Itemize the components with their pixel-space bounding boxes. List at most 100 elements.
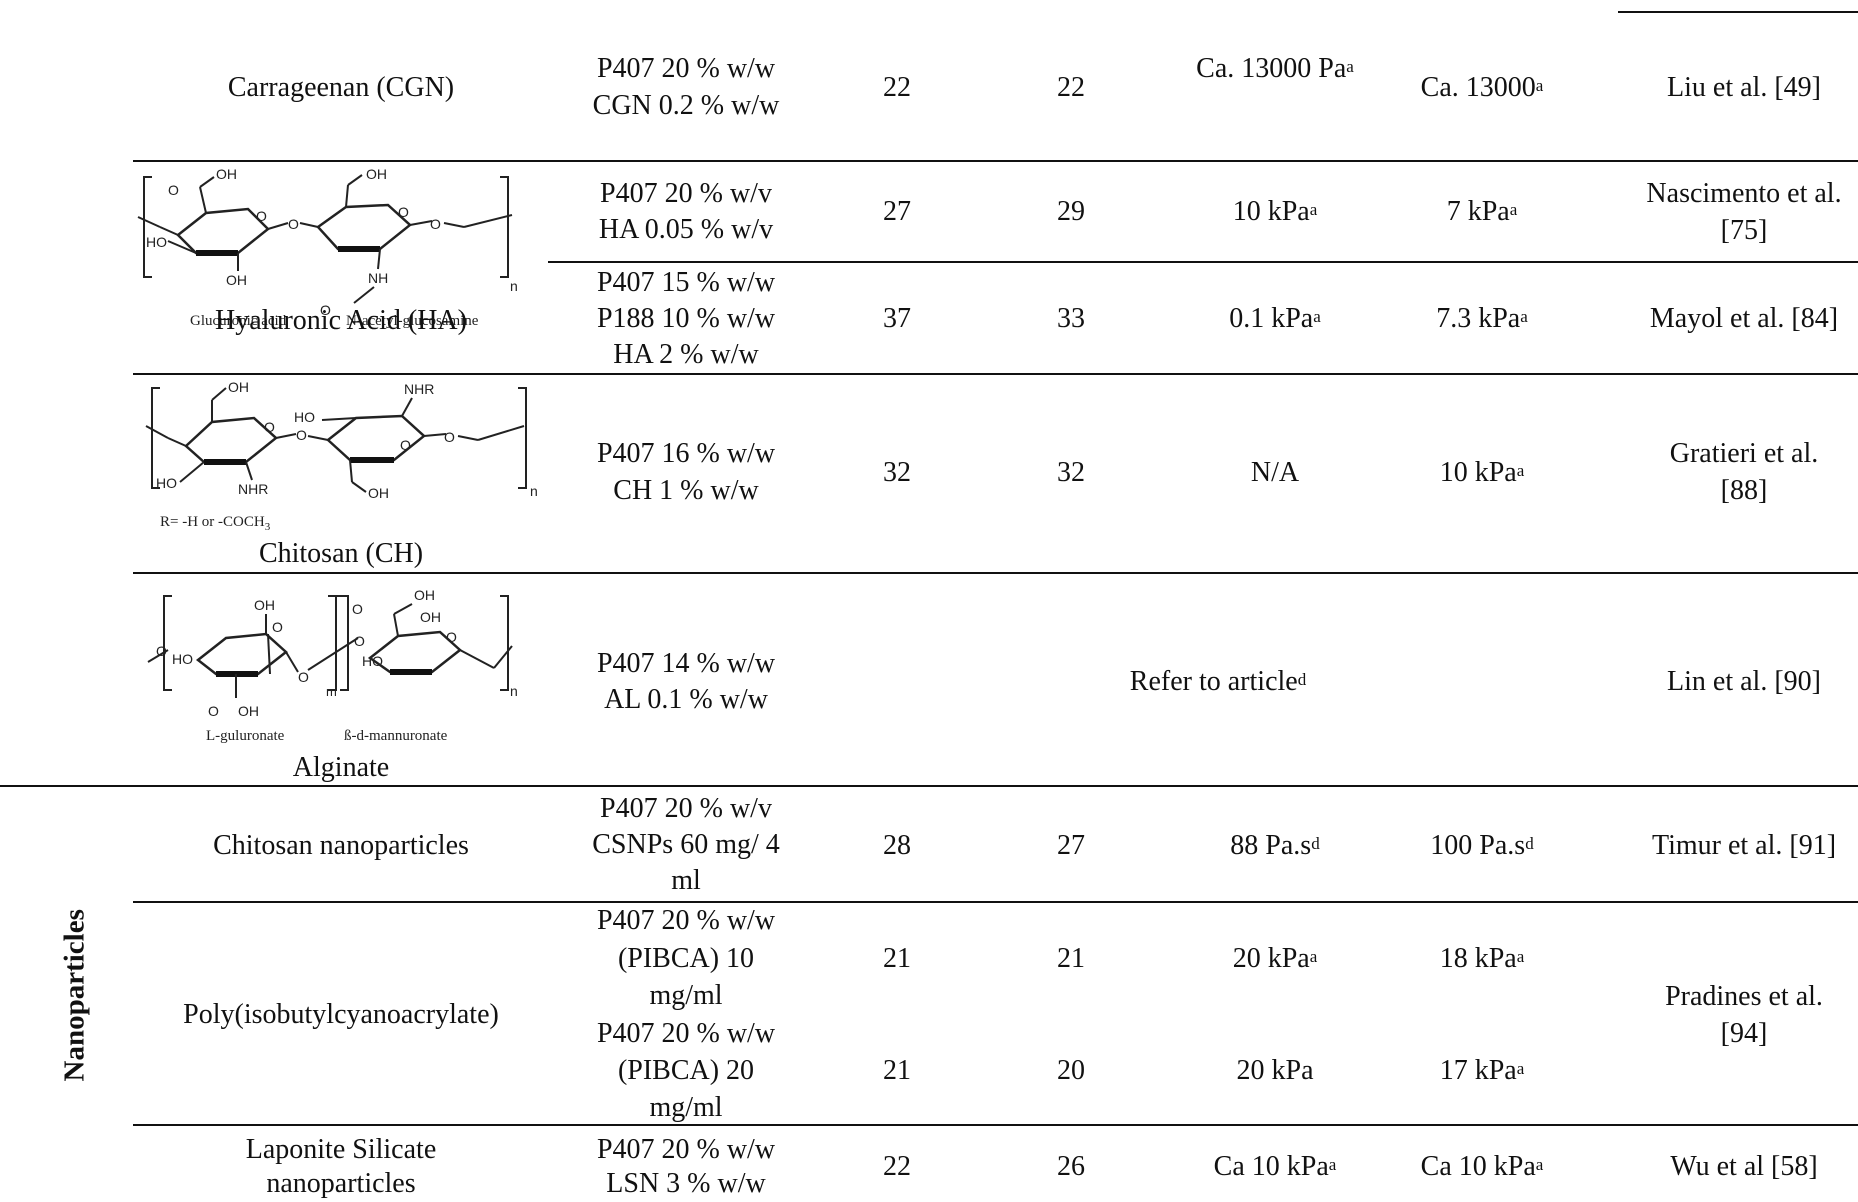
formulation-line: HA 0.05 % w/v xyxy=(598,214,774,245)
top-right-rule xyxy=(1618,11,1858,13)
tgel-value: 22 xyxy=(1057,72,1085,103)
tgel-value: 32 xyxy=(1057,457,1085,488)
formulation-line: P407 20 % w/v xyxy=(600,178,772,209)
formulation-line: (PIBCA) 10 xyxy=(617,943,755,974)
atom-label: O xyxy=(320,302,331,318)
polymer-name: Laponite Silicate xyxy=(245,1134,437,1165)
atom-label: NHR xyxy=(404,381,434,397)
modulus-g2: Ca. 13000a xyxy=(1420,72,1544,103)
alginate-structure: O HO OH O O OH m O O HO O OH OH O n L-gu… xyxy=(147,587,518,744)
row-divider xyxy=(133,373,1858,375)
tgel-value: 33 xyxy=(1057,303,1085,334)
atom-label: NHR xyxy=(238,481,268,497)
formulation-line: AL 0.1 % w/w xyxy=(604,684,768,715)
atom-label: O xyxy=(352,601,363,617)
atom-label: O xyxy=(354,633,365,649)
unit-label: L-guluronate xyxy=(206,728,285,744)
formulation-line: CH 1 % w/w xyxy=(613,475,759,506)
formulation-line: (PIBCA) 20 xyxy=(617,1055,755,1086)
modulus-g1: 0.1 kPaa xyxy=(1229,303,1321,334)
atom-label: HO xyxy=(146,234,167,250)
row-divider xyxy=(133,160,1858,162)
formulation-line: CSNPs 60 mg/ 4 xyxy=(592,829,780,860)
formulation-line: ml xyxy=(671,865,701,896)
modulus-g1: 88 Pa.sd xyxy=(1230,830,1320,861)
polymer-name: Poly(isobutylcyanoacrylate) xyxy=(183,999,499,1030)
modulus-g2: 7 kPaa xyxy=(1446,196,1518,227)
atom-label: O xyxy=(208,703,219,719)
atom-label: n xyxy=(530,483,538,499)
row-divider xyxy=(133,1124,1858,1126)
tsol-gel-value: 37 xyxy=(883,303,911,334)
section-divider xyxy=(0,785,1858,787)
reference: Gratieri et al. [88] xyxy=(1669,438,1819,506)
row-divider xyxy=(133,572,1858,574)
reference: Nascimento et al. [75] xyxy=(1646,178,1842,246)
atom-label: O xyxy=(288,216,299,232)
formulation-line: HA 2 % w/w xyxy=(613,339,759,370)
atom-label: m xyxy=(326,684,337,699)
unit-label: ß-d-mannuronate xyxy=(344,728,448,744)
modulus-g1: 10 kPaa xyxy=(1232,196,1318,227)
atom-label: OH xyxy=(368,485,389,501)
tsol-gel-value: 21 xyxy=(883,943,911,974)
modulus-g1: Ca 10 kPaa xyxy=(1213,1151,1337,1182)
row-divider xyxy=(548,261,1858,263)
atom-label: HO xyxy=(362,653,383,669)
polymer-name: Chitosan nanoparticles xyxy=(213,830,469,861)
modulus-g2: 17 kPaa xyxy=(1439,1055,1525,1086)
atom-label: O xyxy=(156,643,167,659)
tgel-value: 27 xyxy=(1057,830,1085,861)
substituent-note: R= -H or -COCH3 xyxy=(160,514,271,533)
modulus-g2: 18 kPaa xyxy=(1439,943,1525,974)
polymer-name: Alginate xyxy=(292,752,390,783)
tsol-gel-value: 27 xyxy=(883,196,911,227)
atom-label: OH xyxy=(238,703,259,719)
atom-label: OH xyxy=(254,597,275,613)
atom-label: OH xyxy=(414,587,435,603)
atom-label: O xyxy=(256,208,267,224)
atom-label: OH xyxy=(216,166,237,182)
atom-label: O xyxy=(446,629,457,645)
polymer-name: Hyaluronic Acid (HA) xyxy=(215,305,467,336)
tgel-value: 20 xyxy=(1057,1055,1085,1086)
atom-label: HO xyxy=(172,651,193,667)
atom-label: O xyxy=(298,669,309,685)
tsol-gel-value: 22 xyxy=(883,72,911,103)
formulation-line: P407 20 % w/w xyxy=(596,53,776,84)
tsol-gel-value: 22 xyxy=(883,1151,911,1182)
reference: Mayol et al. [84] xyxy=(1649,303,1839,334)
formulation-line: P407 16 % w/w xyxy=(596,438,776,469)
reference: Timur et al. [91] xyxy=(1651,830,1837,861)
modulus-g1: N/A xyxy=(1250,457,1300,488)
atom-label: OH xyxy=(226,272,247,288)
hyaluronic-acid-structure: O OH O HO OH O OH O NH O O n Glucuronic … xyxy=(137,166,518,329)
formulation-line: P407 15 % w/w xyxy=(596,267,776,298)
tgel-value: 29 xyxy=(1057,196,1085,227)
atom-label: O xyxy=(444,429,455,445)
atom-label: O xyxy=(296,427,307,443)
atom-label: O xyxy=(264,419,275,435)
formulation-line: P407 20 % w/w xyxy=(596,1134,776,1165)
polymer-name: nanoparticles xyxy=(266,1168,416,1199)
modulus-g2: 7.3 kPaa xyxy=(1436,303,1528,334)
modulus-g1: 20 kPa xyxy=(1236,1055,1314,1086)
atom-label: OH xyxy=(228,379,249,395)
unit-label: Glucuronic acid xyxy=(190,313,287,329)
formulation-line: P407 20 % w/w xyxy=(596,905,776,936)
formulation-line: mg/ml xyxy=(649,1092,723,1123)
formulation-line: P188 10 % w/w xyxy=(596,303,776,334)
atom-label: O xyxy=(430,216,441,232)
modulus-g1: 20 kPaa xyxy=(1232,943,1318,974)
atom-label: O xyxy=(398,204,409,220)
modulus-g1: Ca. 13000 Paa xyxy=(1196,53,1354,84)
atom-label: O xyxy=(272,619,283,635)
reference: Lin et al. [90] xyxy=(1667,666,1821,697)
polymer-name: Chitosan (CH) xyxy=(258,538,424,569)
tsol-gel-value: 32 xyxy=(883,457,911,488)
formulation-line: P407 20 % w/v xyxy=(600,793,772,824)
row-divider xyxy=(133,901,1858,903)
chitosan-structure: OH O HO NHR O HO NHR O OH O n R= -H or -… xyxy=(145,379,538,533)
unit-label: N-acetyl-glucosamine xyxy=(346,313,479,329)
merged-note: Refer to articled xyxy=(1129,666,1307,697)
